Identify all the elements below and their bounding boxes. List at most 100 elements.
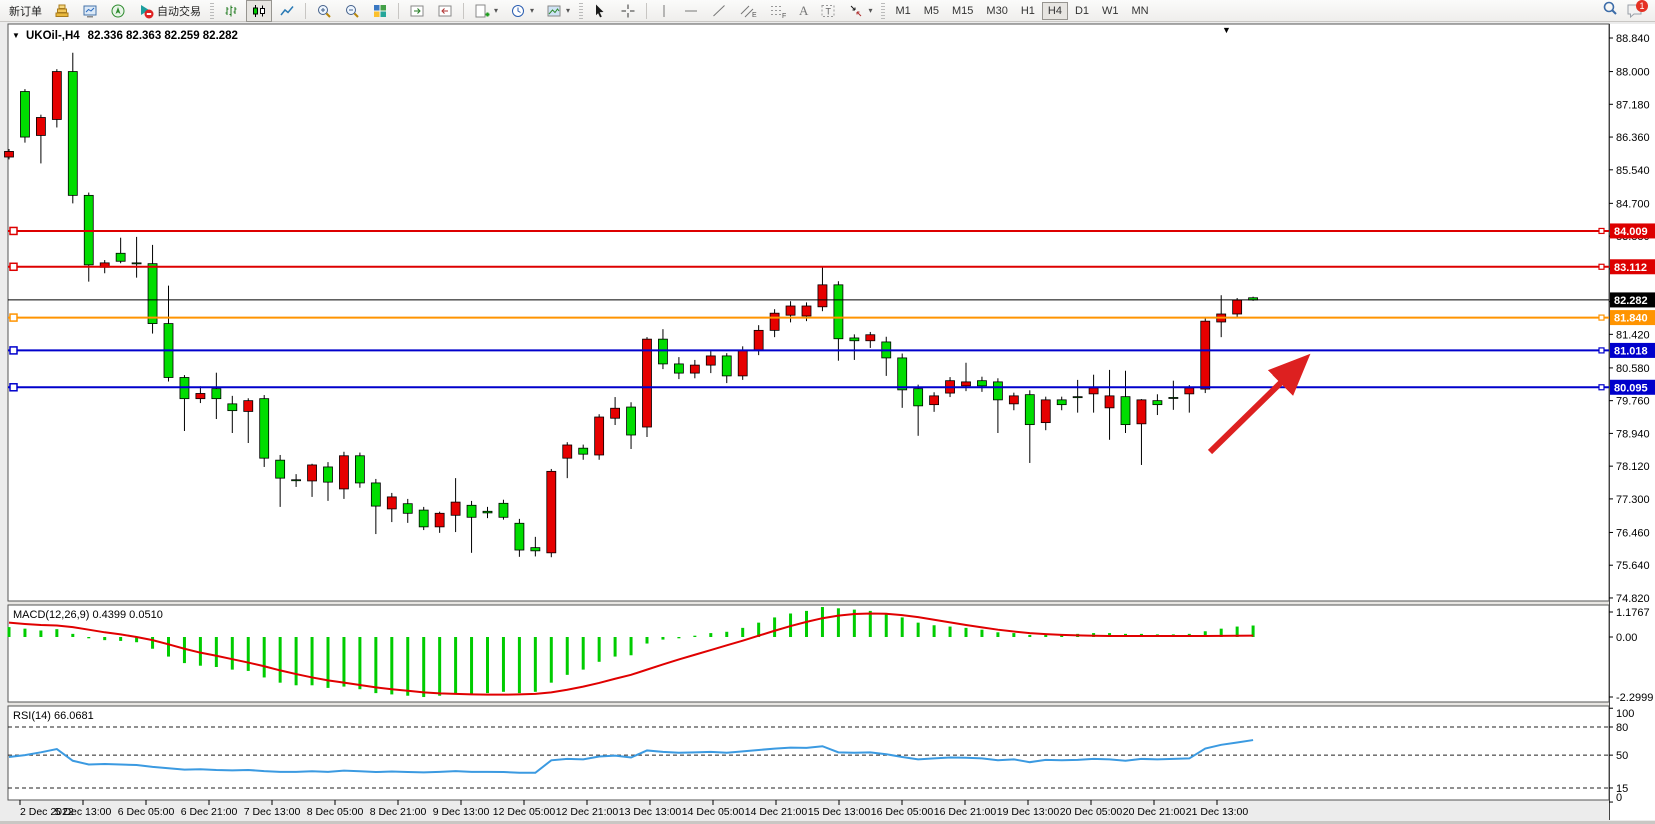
line-handle[interactable] <box>1598 384 1605 391</box>
candle-down[interactable] <box>323 466 333 483</box>
candle-up[interactable] <box>339 455 349 490</box>
timeframe-M1[interactable]: M1 <box>895 4 911 17</box>
candle-up[interactable] <box>195 393 206 400</box>
auto-scroll-icon[interactable] <box>404 0 430 22</box>
line-handle[interactable] <box>9 346 18 355</box>
candle-down[interactable] <box>849 337 860 342</box>
new-order-button[interactable]: 新订单 <box>4 0 47 22</box>
candle-up[interactable] <box>801 305 812 317</box>
candle-down[interactable] <box>227 403 238 412</box>
candle-up[interactable] <box>594 416 605 456</box>
candle-down[interactable] <box>658 338 668 365</box>
bar-chart-icon[interactable] <box>218 0 244 22</box>
search-icon[interactable] <box>1601 0 1619 22</box>
candle-down[interactable] <box>897 357 908 391</box>
candle-down[interactable] <box>913 388 924 407</box>
crosshair-icon[interactable] <box>615 0 641 22</box>
candle-down[interactable] <box>402 503 413 514</box>
rsi-pane[interactable] <box>7 705 1610 801</box>
candle-down[interactable] <box>977 380 987 387</box>
candle-up[interactable] <box>36 117 46 136</box>
candle-down[interactable] <box>1024 394 1035 426</box>
line-handle[interactable] <box>1598 227 1605 235</box>
candle-down[interactable] <box>626 406 636 436</box>
candle-down[interactable] <box>578 447 589 455</box>
candle-down[interactable] <box>1120 396 1131 426</box>
candle-down[interactable] <box>1152 400 1163 406</box>
horizontal-line-icon[interactable] <box>678 0 704 22</box>
candle-down[interactable] <box>833 284 844 340</box>
candle-down[interactable] <box>482 510 493 514</box>
candle-up[interactable] <box>705 355 716 366</box>
line-handle[interactable] <box>1598 314 1605 321</box>
candle-up[interactable] <box>1232 299 1243 315</box>
auto-trading-button[interactable]: 自动交易 <box>133 0 206 22</box>
new-chart-icon[interactable]: ▾ <box>469 0 503 22</box>
zoom-out-icon[interactable] <box>339 0 365 22</box>
arrows-tool-icon[interactable]: ▾ <box>843 0 877 22</box>
candle-up[interactable] <box>929 395 939 406</box>
pane-splitters[interactable] <box>8 601 1609 706</box>
candle-up[interactable] <box>610 407 620 419</box>
trend-arrow[interactable] <box>1207 353 1311 455</box>
candle-down[interactable] <box>514 522 525 551</box>
candle-down[interactable] <box>530 547 541 552</box>
candle-down[interactable] <box>147 263 158 324</box>
candle-down[interactable] <box>354 455 365 484</box>
candle-down[interactable] <box>993 381 1003 401</box>
symbol-dropdown-icon[interactable]: ▼ <box>12 31 20 40</box>
candle-down[interactable] <box>370 482 381 507</box>
timeframe-D1[interactable]: D1 <box>1074 4 1090 17</box>
fibonacci-icon[interactable]: F <box>764 0 792 22</box>
candle-up[interactable] <box>434 512 445 528</box>
timeframe-MN[interactable]: MN <box>1131 4 1149 17</box>
cursor-icon[interactable] <box>587 0 613 22</box>
candle-down[interactable] <box>259 398 270 459</box>
candle-down[interactable] <box>1072 396 1083 399</box>
candle-down[interactable] <box>674 363 684 374</box>
candle-up[interactable] <box>961 381 971 387</box>
candle-down[interactable] <box>1168 397 1179 399</box>
candle-down[interactable] <box>498 502 509 518</box>
candle-down[interactable] <box>115 252 126 262</box>
line-chart-icon[interactable] <box>274 0 300 22</box>
line-handle[interactable] <box>1598 263 1605 270</box>
candle-up[interactable] <box>737 349 748 377</box>
candle-up[interactable] <box>450 501 461 516</box>
text-tool-icon[interactable]: A <box>794 0 813 22</box>
candle-up[interactable] <box>785 305 796 316</box>
candlestick-chart-icon[interactable] <box>246 0 272 22</box>
text-label-tool-icon[interactable]: T <box>815 0 841 22</box>
line-handle[interactable] <box>9 226 18 236</box>
candle-up[interactable] <box>1184 387 1195 395</box>
candle-down[interactable] <box>466 504 477 518</box>
candle-up[interactable] <box>386 496 397 510</box>
candle-up[interactable] <box>1008 395 1019 405</box>
candle-down[interactable] <box>20 91 30 138</box>
candle-up[interactable] <box>562 444 573 459</box>
timeframe-W1[interactable]: W1 <box>1102 4 1119 17</box>
navigator-icon[interactable] <box>105 0 131 22</box>
candle-up[interactable] <box>769 312 780 331</box>
candle-up[interactable] <box>1200 320 1211 390</box>
timeframe-M30[interactable]: M30 <box>986 4 1008 17</box>
tile-windows-icon[interactable] <box>367 0 393 22</box>
candle-down[interactable] <box>418 509 429 528</box>
timeframe-M5[interactable]: M5 <box>923 4 940 17</box>
chat-icon[interactable]: 1 <box>1625 0 1648 21</box>
template-icon[interactable]: ▾ <box>541 0 575 22</box>
candle-down[interactable] <box>721 355 732 377</box>
line-handle[interactable] <box>1598 347 1605 354</box>
timeframe-H4[interactable]: H4 <box>1041 1 1068 20</box>
scroll-end-marker-icon[interactable]: ▼ <box>1222 25 1231 35</box>
candle-up[interactable] <box>1088 387 1099 395</box>
line-handle[interactable] <box>9 383 18 392</box>
candle-up[interactable] <box>546 470 557 554</box>
candle-up[interactable] <box>1104 395 1115 409</box>
candle-up[interactable] <box>1040 399 1051 424</box>
line-handle[interactable] <box>9 313 18 322</box>
candle-down[interactable] <box>67 71 78 196</box>
candle-up[interactable] <box>4 151 14 158</box>
candle-down[interactable] <box>131 262 142 265</box>
candle-down[interactable] <box>275 459 286 479</box>
